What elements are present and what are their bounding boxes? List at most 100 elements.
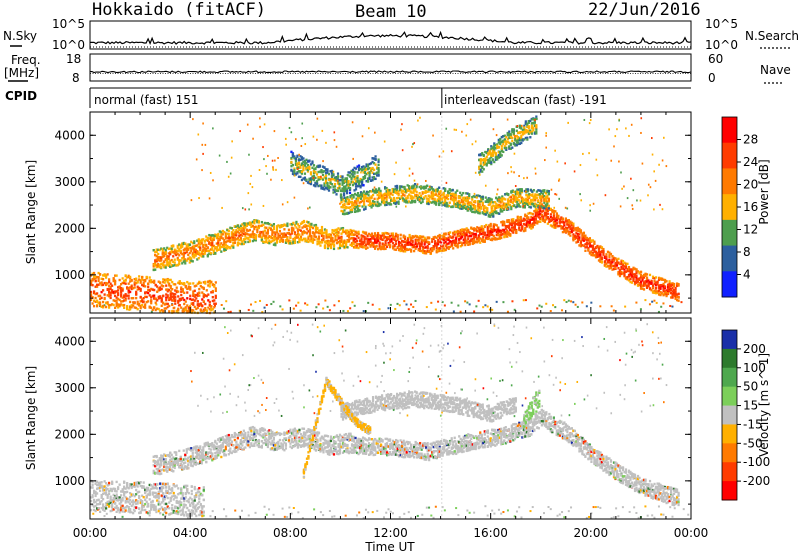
echo-cell — [115, 299, 118, 302]
echo-cell — [241, 223, 244, 226]
echo-cell — [642, 281, 646, 284]
echo-cell — [639, 285, 643, 288]
echo-cell — [531, 222, 534, 225]
echo-cell — [293, 241, 297, 244]
echo-cell — [641, 284, 644, 287]
echo-cell — [481, 197, 484, 201]
echo-cell — [376, 190, 379, 193]
echo-cell — [472, 195, 475, 198]
echo-cell — [154, 264, 157, 267]
echo-cell — [554, 222, 557, 225]
echo-cell — [466, 301, 469, 304]
echo-cell — [373, 197, 376, 201]
echo-cell — [299, 237, 303, 241]
echo-cell — [289, 241, 292, 245]
echo-cell — [448, 201, 451, 204]
echo-cell — [423, 236, 426, 240]
echo-cell — [570, 223, 573, 227]
echo-cell — [301, 233, 304, 236]
echo-cell — [226, 247, 229, 250]
echo-cell — [528, 205, 531, 209]
echo-cell — [202, 245, 205, 248]
echo-cell — [425, 252, 428, 255]
echo-cell — [486, 231, 489, 234]
echo-cell — [166, 306, 169, 309]
echo-cell — [341, 198, 345, 201]
echo-cell — [452, 241, 455, 244]
echo-cell — [153, 279, 156, 283]
echo-cell — [139, 304, 142, 308]
echo-cell — [412, 189, 415, 192]
echo-cell — [105, 301, 108, 304]
echo-cell — [453, 199, 456, 202]
echo-cell — [566, 229, 569, 232]
echo-cell — [439, 196, 442, 199]
echo-cell — [615, 258, 619, 262]
echo-cell — [196, 244, 199, 247]
echo-cell — [659, 283, 662, 287]
echo-cell — [354, 244, 357, 247]
echo-cell — [191, 255, 194, 258]
echo-cell — [332, 233, 336, 236]
echo-cell — [324, 171, 328, 174]
echo-cell — [441, 200, 444, 204]
echo-cell — [184, 248, 187, 251]
echo-cell — [587, 237, 590, 241]
echo-cell — [470, 226, 473, 229]
echo-cell — [197, 245, 200, 249]
echo-cell — [281, 240, 285, 243]
echo-cell — [596, 252, 599, 255]
echo-cell — [120, 300, 123, 303]
echo-cell — [244, 235, 247, 238]
echo-cell — [300, 170, 304, 173]
echo-cell — [335, 177, 338, 180]
echo-cell — [647, 283, 650, 286]
echo-cell — [367, 191, 370, 194]
echo-cell — [460, 204, 463, 208]
echo-cell — [567, 223, 570, 227]
echo-cell — [259, 299, 262, 302]
echo-cell — [435, 190, 438, 193]
echo-cell — [311, 166, 314, 170]
echo-cell — [238, 228, 241, 231]
echo-cell — [118, 298, 121, 302]
echo-cell — [542, 217, 545, 220]
echo-cell — [653, 289, 656, 292]
station-title: Hokkaido (fitACF) — [92, 0, 266, 20]
echo-cell — [194, 244, 197, 248]
echo-cell — [510, 205, 513, 209]
echo-cell — [362, 190, 366, 193]
echo-cell — [121, 296, 124, 299]
echo-cell — [304, 302, 307, 305]
echo-cell — [346, 231, 349, 235]
echo-cell — [170, 248, 173, 252]
echo-cell — [302, 237, 306, 241]
echo-cell — [211, 237, 214, 240]
echo-cell — [345, 183, 349, 187]
echo-cell — [226, 244, 229, 248]
echo-cell — [630, 270, 634, 273]
echo-cell — [356, 204, 360, 208]
echo-cell — [99, 294, 102, 298]
echo-cell — [609, 260, 613, 264]
echo-cell — [196, 294, 199, 297]
echo-cell — [306, 168, 310, 172]
echo-cell — [280, 232, 283, 235]
echo-cell — [555, 216, 558, 219]
echo-cell — [489, 215, 492, 218]
echo-cell — [383, 203, 387, 207]
echo-cell — [608, 261, 611, 264]
echo-cell — [390, 234, 393, 237]
echo-cell — [462, 191, 465, 195]
echo-cell — [512, 221, 515, 225]
echo-cell — [293, 224, 297, 227]
echo-cell — [360, 240, 363, 243]
echo-cell — [163, 265, 166, 269]
echo-cell — [300, 156, 304, 159]
echo-cell — [290, 161, 293, 164]
echo-cell — [453, 243, 456, 247]
echo-cell — [487, 198, 490, 202]
echo-cell — [290, 228, 294, 232]
echo-cell — [363, 239, 366, 243]
echo-cell — [434, 240, 437, 243]
